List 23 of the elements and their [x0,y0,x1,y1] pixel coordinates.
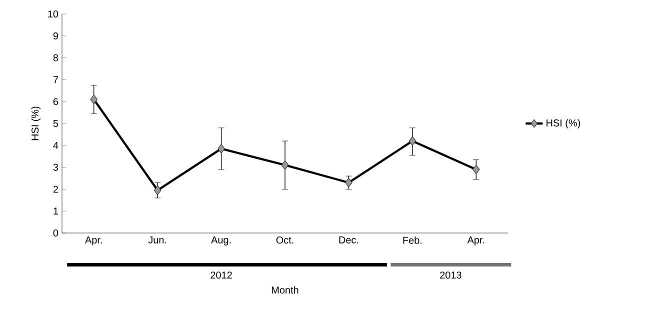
y-tick-label: 7 [53,76,58,84]
x-tick-label: Jun. [148,236,166,244]
y-tick-label: 9 [53,32,58,40]
y-tick-label: 10 [48,10,58,18]
y-tick-label: 8 [53,54,58,62]
x-tick-label: Apr. [467,236,484,246]
y-tick-label: 4 [53,142,58,149]
y-tick-label: 3 [53,164,58,171]
x-tick-label: Apr. [85,236,102,246]
x-axis-title: Month [272,286,298,294]
y-tick-label: 0 [53,229,58,237]
x-tick-label: Feb. [403,236,422,244]
y-tick-label: 1 [54,208,58,215]
x-tick-label: Oct. [276,236,294,244]
y-axis-title: HSI (%) [31,106,41,140]
x-tick-label: Dec. [339,236,358,244]
y-tick-label: 5 [53,120,58,127]
y-tick-label: 2 [53,186,58,193]
text: 2013 [440,272,462,279]
x-tick-label: Aug. [211,236,231,246]
legend-label: HSI (%) [546,119,580,128]
y-tick-label: 6 [53,98,58,106]
text: 2012 [210,272,232,279]
